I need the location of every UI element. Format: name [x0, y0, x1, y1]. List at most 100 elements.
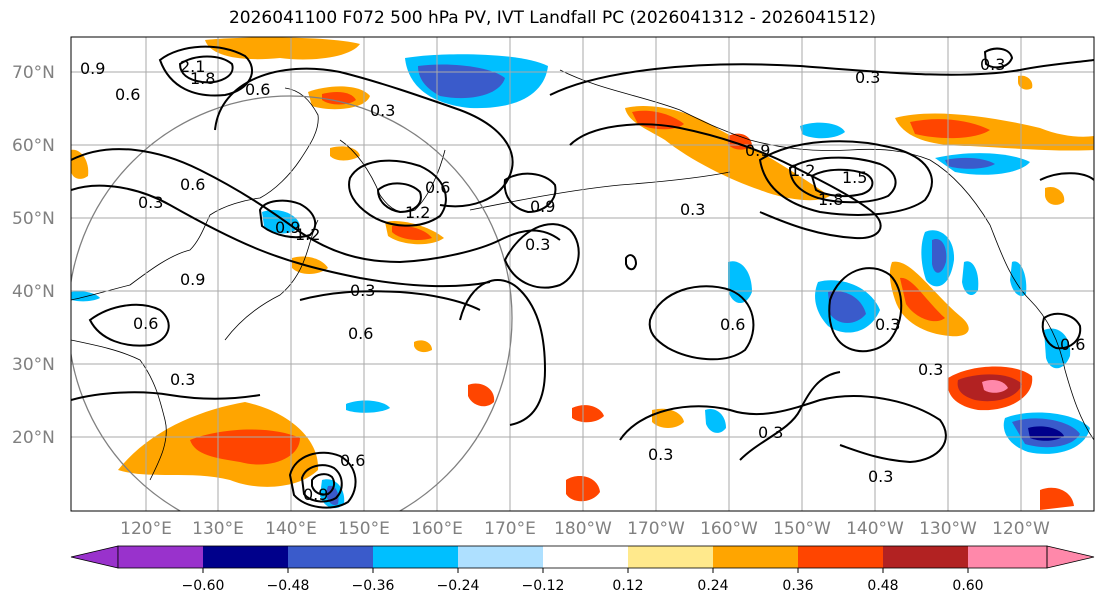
contour-north-ridge: [549, 59, 1094, 96]
contour-label: 0.6: [720, 315, 745, 334]
colorbar-frame: [117, 545, 1048, 569]
coast-na-west: [989, 224, 1094, 441]
contour-east-subtropic: [828, 267, 903, 353]
shade-red-central-east: [900, 277, 945, 322]
gridlines: [71, 37, 1094, 511]
shade-orange-central-east: [889, 261, 969, 337]
contour-mid-loop: [503, 172, 557, 214]
lat-label-50n: 50°N: [12, 209, 55, 229]
map-title: 2026041100 F072 500 hPa PV, IVT Landfall…: [228, 8, 876, 28]
contour-label: 0.3: [350, 281, 375, 300]
contour-label: 0.3: [370, 101, 395, 120]
colorbar-tick-label: 0.12: [612, 578, 643, 594]
contour-label: 0.3: [648, 445, 673, 464]
colorbar-segment: [798, 546, 883, 568]
colorbar-max-extend: [1046, 545, 1095, 569]
contour-label: 1.5: [842, 168, 867, 187]
lon-label-140e: 140°E: [265, 519, 317, 539]
colorbar-tick-labels: −0.60 −0.48 −0.36 −0.24 −0.12 0.12 0.24 …: [182, 578, 984, 594]
shade-red-okhotsk: [322, 92, 356, 105]
colorbar-segment: [458, 546, 543, 568]
contour-ne-small: [983, 47, 1014, 69]
shade-pink-subtropic-east: [982, 380, 1008, 393]
lon-label-120e: 120°E: [120, 519, 172, 539]
contour-label: 0.6: [1060, 335, 1085, 354]
contour-label: 0.9: [530, 197, 555, 216]
contour-low-west-cold: [258, 199, 317, 239]
shade-orange-okhotsk-small: [330, 146, 360, 161]
colorbar: −0.60 −0.48 −0.36 −0.24 −0.12 0.12 0.24 …: [70, 545, 1095, 594]
lat-label-30n: 30°N: [12, 355, 55, 375]
shade-blue-east3: [1010, 261, 1027, 297]
contour-east-cutoff: [648, 285, 755, 361]
lon-label-150w: 150°W: [773, 519, 831, 539]
shade-darkblue-east1: [932, 238, 947, 273]
contour-west-ring: [88, 303, 170, 347]
contour-jet-nw: [71, 148, 561, 264]
shaded-field: [71, 37, 1094, 510]
shade-blue-tropic1: [705, 408, 726, 433]
shade-orange-tropic-w: [468, 383, 495, 407]
colorbar-tick-label: −0.48: [267, 578, 310, 594]
lon-label-150e: 150°E: [338, 519, 390, 539]
shade-blue-aleutian: [800, 122, 845, 139]
shade-orange-aleutian: [625, 106, 830, 201]
contour-label: 1.2: [790, 161, 815, 180]
shade-darkblue-gulf-alaska: [945, 157, 995, 169]
contour-label: 0.6: [340, 451, 365, 470]
lon-label-120w: 120°W: [992, 519, 1050, 539]
colorbar-segment: [628, 546, 713, 568]
contour-aleutian-trough: [569, 123, 882, 240]
pv-contours: [71, 45, 1094, 509]
coastlines: [71, 69, 1094, 481]
longitude-labels: 120°E 130°E 140°E 150°E 160°E 170°E 180°…: [120, 519, 1050, 539]
colorbar-tick-label: 0.60: [952, 578, 983, 594]
contour-labels: 0.9 0.6 2.1 1.8 0.6 0.3 0.6 0.3 0.9 0.6 …: [80, 55, 1085, 504]
shade-orange-ne2: [1045, 186, 1065, 205]
contour-label: 1.8: [190, 69, 215, 88]
map-layers: 0.9 0.6 2.1 1.8 0.6 0.3 0.6 0.3 0.9 0.6 …: [71, 37, 1094, 511]
colorbar-tick-label: 0.24: [697, 578, 728, 594]
contour-mid-small: [625, 254, 638, 271]
lon-label-160w: 160°W: [700, 519, 758, 539]
contour-jet-w2: [71, 184, 491, 288]
contour-label: 0.9: [275, 218, 300, 237]
contour-label: 0.9: [180, 270, 205, 289]
contour-label: 0.9: [745, 141, 770, 160]
contour-ty-mid: [300, 464, 343, 503]
shade-darkblue-bering: [418, 64, 505, 99]
colorbar-tick-label: −0.60: [182, 578, 225, 594]
shade-orange-east-pac: [1040, 487, 1074, 510]
contour-low-center: [348, 159, 447, 227]
colorbar-min-extend: [70, 545, 119, 569]
colorbar-segment: [203, 546, 288, 568]
contour-gulf-low-outer: [758, 140, 933, 216]
shade-darkblue-central: [828, 291, 866, 323]
contour-label: 0.3: [758, 423, 783, 442]
contour-southwest-band: [71, 391, 261, 401]
coast-china: [71, 339, 167, 481]
shade-orange-tropic3: [652, 408, 684, 428]
map-frame: [70, 36, 1095, 512]
shade-blue-east2: [962, 261, 979, 296]
contour-label: 0.9: [80, 59, 105, 78]
contour-label: 0.6: [245, 80, 270, 99]
lon-label-130w: 130°W: [919, 519, 977, 539]
colorbar-segment: [118, 546, 203, 568]
contour-label: 1.2: [295, 225, 320, 244]
shade-red-kuril: [392, 225, 432, 240]
contour-far-east: [1039, 172, 1094, 181]
range-ring: [71, 95, 513, 511]
contour-kuril-band: [299, 290, 481, 311]
contour-label: 0.3: [680, 200, 705, 219]
contour-low-center-inner: [376, 182, 422, 214]
contour-ty-outer: [288, 451, 357, 509]
coast-aleutians: [469, 171, 731, 211]
coast-asia-east: [71, 87, 319, 301]
contour-label: 0.3: [170, 370, 195, 389]
colorbar-tick-label: −0.12: [522, 578, 565, 594]
colorbar-segment: [883, 546, 968, 568]
lat-label-60n: 60°N: [12, 136, 55, 156]
contour-kamchatka-inner: [178, 55, 234, 84]
